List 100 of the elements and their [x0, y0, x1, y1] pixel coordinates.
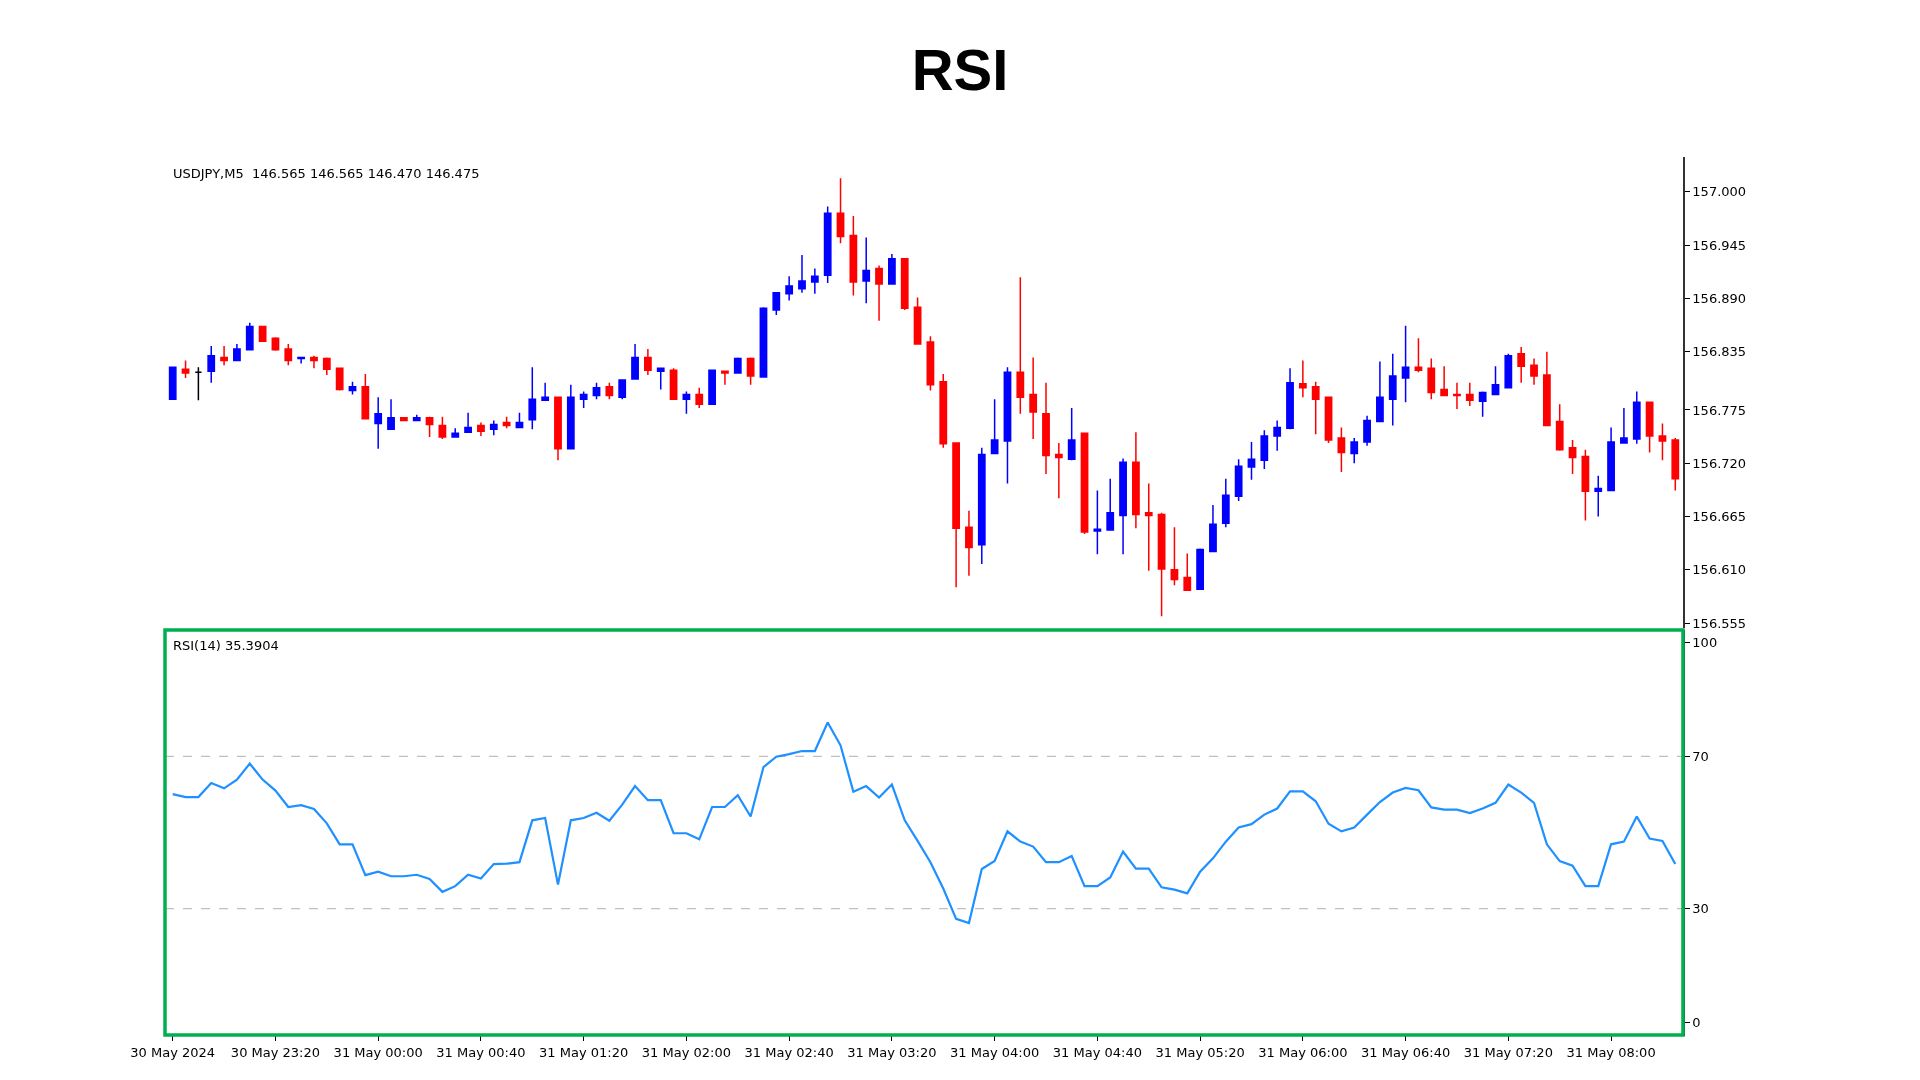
y-tick-label: 156.720 — [1692, 455, 1747, 471]
candlestick — [1337, 426, 1346, 473]
y-tick-label: 156.665 — [1692, 509, 1747, 525]
candlestick — [168, 366, 177, 401]
candlestick — [1067, 407, 1076, 462]
candlestick — [1298, 359, 1307, 399]
candlestick — [387, 398, 395, 431]
candlestick — [1658, 422, 1667, 462]
y-tick-label: 156.890 — [1692, 291, 1747, 307]
candlestick — [464, 412, 472, 433]
y-tick-label: 156.610 — [1692, 562, 1747, 578]
x-tick-label: 31 May 02:00 — [641, 1044, 731, 1060]
candlestick — [1080, 432, 1089, 535]
candlestick — [1016, 276, 1025, 415]
candlestick — [849, 215, 858, 297]
x-tick-label: 31 May 06:00 — [1258, 1044, 1348, 1060]
y-tick-label: 100 — [1692, 634, 1718, 650]
candlestick — [1440, 365, 1449, 397]
candlestick — [810, 267, 819, 295]
candlestick — [1401, 324, 1410, 403]
candlestick — [1209, 504, 1217, 553]
y-tick-label: 156.945 — [1692, 237, 1747, 253]
candlestick — [1029, 356, 1038, 440]
candlestick — [1632, 390, 1641, 445]
candlestick — [528, 366, 537, 431]
candlestick — [502, 415, 511, 430]
candlestick — [541, 382, 550, 401]
candlestick — [1221, 478, 1230, 528]
candlestick — [1478, 390, 1487, 418]
candlestick — [207, 345, 216, 384]
candlestick — [1671, 437, 1680, 492]
candlestick — [669, 367, 678, 401]
candlestick — [900, 258, 909, 311]
candlestick — [335, 367, 344, 392]
candlestick — [862, 236, 871, 305]
candlestick — [451, 427, 460, 438]
candlestick — [1234, 458, 1243, 502]
candlestick — [798, 254, 806, 294]
candlestick — [721, 370, 729, 386]
candlestick — [233, 343, 241, 362]
candlestick — [579, 390, 588, 409]
candlestick — [1645, 401, 1654, 454]
candlestick — [1607, 426, 1615, 493]
candlestick — [1542, 351, 1551, 427]
candlestick — [1247, 441, 1256, 481]
y-tick-label: 156.775 — [1692, 402, 1747, 418]
candlestick — [631, 343, 639, 380]
x-tick-label: 31 May 00:00 — [333, 1044, 423, 1060]
candlestick — [695, 386, 704, 409]
candlestick — [361, 373, 370, 420]
x-tick-label: 31 May 02:40 — [744, 1044, 834, 1060]
candlestick — [1465, 382, 1474, 407]
y-tick-label: 0 — [1692, 1015, 1701, 1031]
chart-title: RSI — [911, 37, 1009, 103]
candlestick — [194, 366, 203, 401]
y-tick-label: 70 — [1692, 748, 1709, 764]
candlestick — [1260, 429, 1269, 470]
y-tick-label: 157.000 — [1692, 184, 1747, 200]
candlestick — [618, 379, 627, 401]
candlestick — [643, 348, 652, 376]
candlestick — [977, 446, 986, 565]
candlestick — [310, 354, 318, 370]
candlestick — [220, 345, 228, 367]
candlestick — [1594, 475, 1603, 518]
x-tick-label: 30 May 2024 — [130, 1044, 216, 1060]
x-tick-label: 31 May 06:40 — [1361, 1044, 1451, 1060]
candlestick — [271, 336, 280, 352]
candlestick — [913, 296, 922, 345]
y-tick-label: 156.555 — [1692, 615, 1747, 631]
x-tick-label: 31 May 08:00 — [1566, 1044, 1656, 1060]
candlestick — [952, 442, 960, 589]
candlestick — [1517, 346, 1526, 384]
x-tick-label: 31 May 03:20 — [847, 1044, 937, 1060]
candlestick — [733, 356, 742, 374]
candlestick — [374, 396, 383, 450]
candlestick — [1363, 415, 1371, 447]
candlestick — [489, 419, 498, 436]
candlestick — [1388, 352, 1397, 427]
candlestick — [1106, 478, 1115, 531]
candlestick — [926, 335, 935, 392]
candlestick — [1376, 360, 1384, 423]
candlestick — [1170, 526, 1179, 587]
candlestick — [1350, 437, 1359, 464]
x-tick-label: 31 May 05:20 — [1155, 1044, 1245, 1060]
candlestick — [772, 291, 781, 316]
x-tick-label: 31 May 01:20 — [539, 1044, 629, 1060]
candlestick — [875, 264, 883, 322]
y-tick-label: 30 — [1692, 901, 1709, 917]
candlestick — [939, 373, 948, 449]
candlestick — [1286, 367, 1294, 431]
candlestick — [1183, 552, 1192, 591]
candlestick — [656, 367, 665, 391]
candlestick — [1042, 382, 1050, 475]
y-tick-label: 156.835 — [1692, 344, 1747, 360]
candlestick — [245, 321, 254, 351]
candlestick — [888, 253, 896, 285]
candlestick — [965, 509, 973, 577]
candlestick — [1555, 403, 1564, 452]
candlestick — [566, 384, 575, 450]
x-tick-label: 31 May 04:00 — [950, 1044, 1040, 1060]
